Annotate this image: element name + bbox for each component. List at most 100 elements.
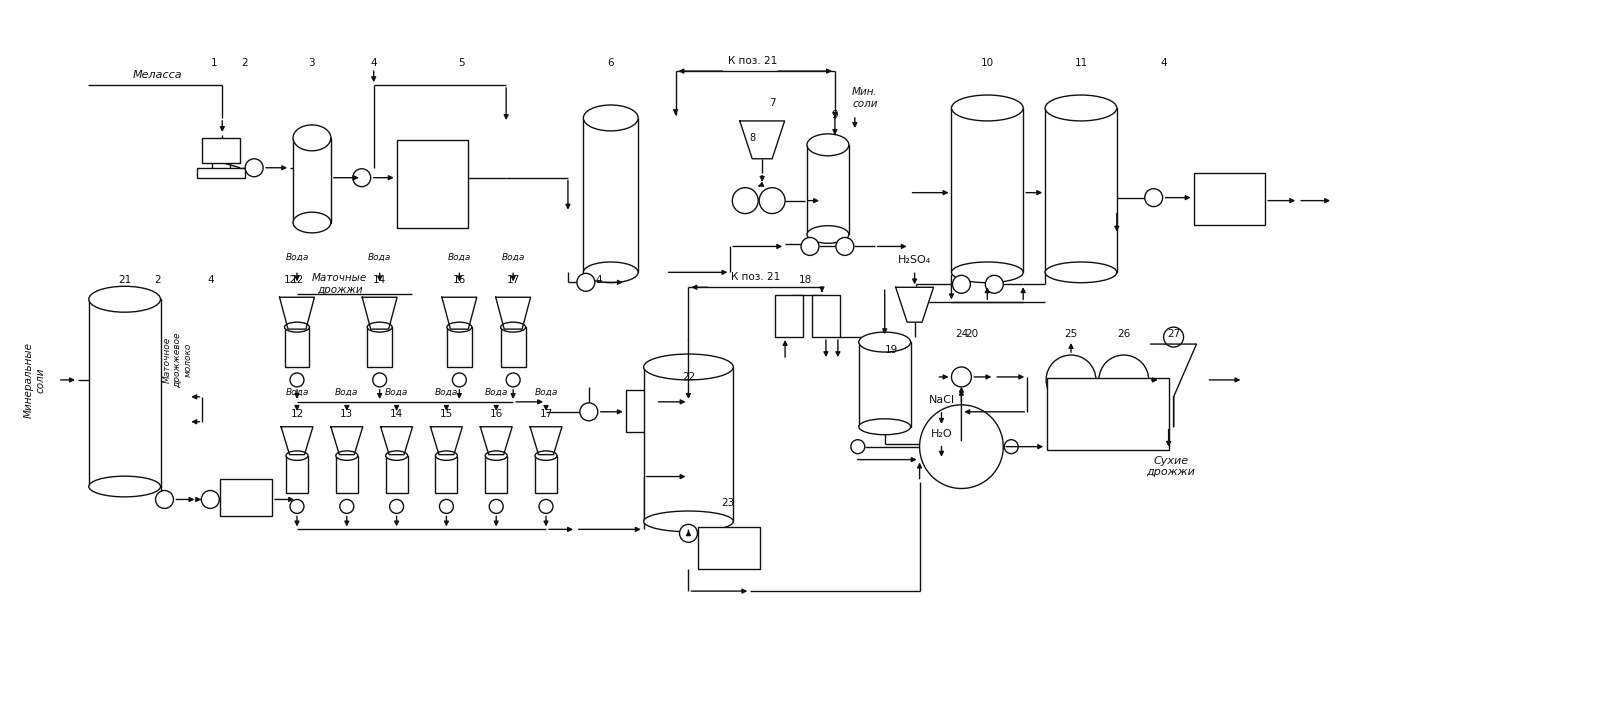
Bar	[89, 299, 161, 487]
Bar	[813, 295, 840, 337]
Circle shape	[1145, 188, 1163, 206]
Bar	[501, 327, 526, 367]
Text: 2: 2	[242, 58, 248, 68]
Ellipse shape	[584, 105, 637, 131]
Ellipse shape	[294, 125, 331, 151]
Text: Маточные
дрожжи: Маточные дрожжи	[311, 274, 368, 295]
Ellipse shape	[386, 451, 407, 461]
Circle shape	[801, 238, 819, 256]
Text: 4: 4	[1160, 58, 1166, 68]
Bar	[198, 168, 245, 178]
Ellipse shape	[584, 262, 637, 283]
Text: 25: 25	[1064, 329, 1077, 339]
Circle shape	[577, 274, 595, 291]
Circle shape	[453, 373, 467, 387]
Text: 4: 4	[595, 275, 602, 285]
Text: 26: 26	[1118, 329, 1131, 339]
Text: Вода: Вода	[501, 253, 526, 262]
Circle shape	[506, 373, 521, 387]
Polygon shape	[279, 297, 315, 329]
Bar	[203, 138, 240, 162]
Text: 12: 12	[290, 275, 303, 285]
Circle shape	[952, 275, 970, 293]
Text: 3: 3	[308, 58, 315, 68]
Circle shape	[373, 373, 386, 387]
Ellipse shape	[644, 354, 733, 380]
Text: 16: 16	[490, 409, 503, 419]
Circle shape	[835, 238, 853, 256]
Ellipse shape	[367, 322, 393, 332]
Circle shape	[732, 188, 757, 214]
Circle shape	[581, 403, 599, 421]
Ellipse shape	[284, 322, 310, 332]
Polygon shape	[430, 427, 462, 455]
Text: Мин.
соли: Мин. соли	[852, 87, 878, 109]
Bar	[644, 367, 733, 521]
Ellipse shape	[858, 332, 910, 352]
Text: 4: 4	[208, 275, 214, 285]
Circle shape	[852, 440, 865, 453]
Text: 24: 24	[955, 329, 968, 339]
Text: 7: 7	[769, 98, 775, 108]
Polygon shape	[381, 427, 412, 455]
Ellipse shape	[89, 287, 161, 312]
Bar	[1045, 108, 1118, 272]
Polygon shape	[362, 297, 397, 329]
Ellipse shape	[1045, 95, 1118, 121]
Bar	[336, 456, 358, 494]
Text: 17: 17	[506, 275, 519, 285]
Text: 18: 18	[798, 275, 811, 285]
Bar	[775, 295, 803, 337]
Text: Меласса: Меласса	[133, 70, 182, 80]
Bar	[294, 138, 331, 222]
Bar	[699, 527, 761, 569]
Polygon shape	[895, 287, 934, 322]
Polygon shape	[281, 427, 313, 455]
Text: Вода: Вода	[534, 388, 558, 396]
Bar	[448, 327, 472, 367]
Text: H₂SO₄: H₂SO₄	[899, 256, 931, 266]
Text: 12: 12	[290, 409, 303, 419]
Polygon shape	[496, 297, 530, 329]
Text: 2: 2	[154, 275, 161, 285]
Text: 19: 19	[886, 345, 899, 355]
Circle shape	[156, 490, 174, 508]
Circle shape	[1163, 327, 1184, 347]
Ellipse shape	[535, 451, 556, 461]
Ellipse shape	[435, 451, 457, 461]
Ellipse shape	[448, 322, 472, 332]
Ellipse shape	[808, 226, 848, 243]
Circle shape	[389, 500, 404, 513]
Bar	[485, 456, 508, 494]
Ellipse shape	[644, 511, 733, 531]
Circle shape	[1046, 355, 1096, 405]
Circle shape	[290, 373, 303, 387]
Text: Вода: Вода	[435, 388, 457, 396]
Circle shape	[245, 159, 263, 177]
Circle shape	[1004, 440, 1019, 453]
Bar	[858, 342, 910, 427]
Text: Минеральные
соли: Минеральные соли	[24, 342, 45, 418]
Text: 13: 13	[341, 409, 354, 419]
Text: 14: 14	[389, 409, 404, 419]
Circle shape	[341, 500, 354, 513]
Ellipse shape	[501, 322, 526, 332]
Text: Вода: Вода	[384, 388, 409, 396]
Ellipse shape	[89, 476, 161, 497]
Text: 16: 16	[453, 275, 466, 285]
Text: Маточное
дрожжевое
молоко: Маточное дрожжевое молоко	[162, 332, 193, 388]
Text: 6: 6	[608, 58, 615, 68]
Text: Вода: Вода	[336, 388, 358, 396]
Text: 5: 5	[457, 58, 464, 68]
Circle shape	[290, 500, 303, 513]
Ellipse shape	[858, 419, 910, 435]
Text: Вода: Вода	[285, 388, 308, 396]
Text: 23: 23	[722, 498, 735, 508]
Text: 17: 17	[540, 409, 553, 419]
Bar	[285, 456, 308, 494]
Circle shape	[539, 500, 553, 513]
Bar	[284, 327, 310, 367]
Text: 21: 21	[118, 275, 131, 285]
Bar	[808, 145, 848, 235]
Ellipse shape	[285, 451, 308, 461]
